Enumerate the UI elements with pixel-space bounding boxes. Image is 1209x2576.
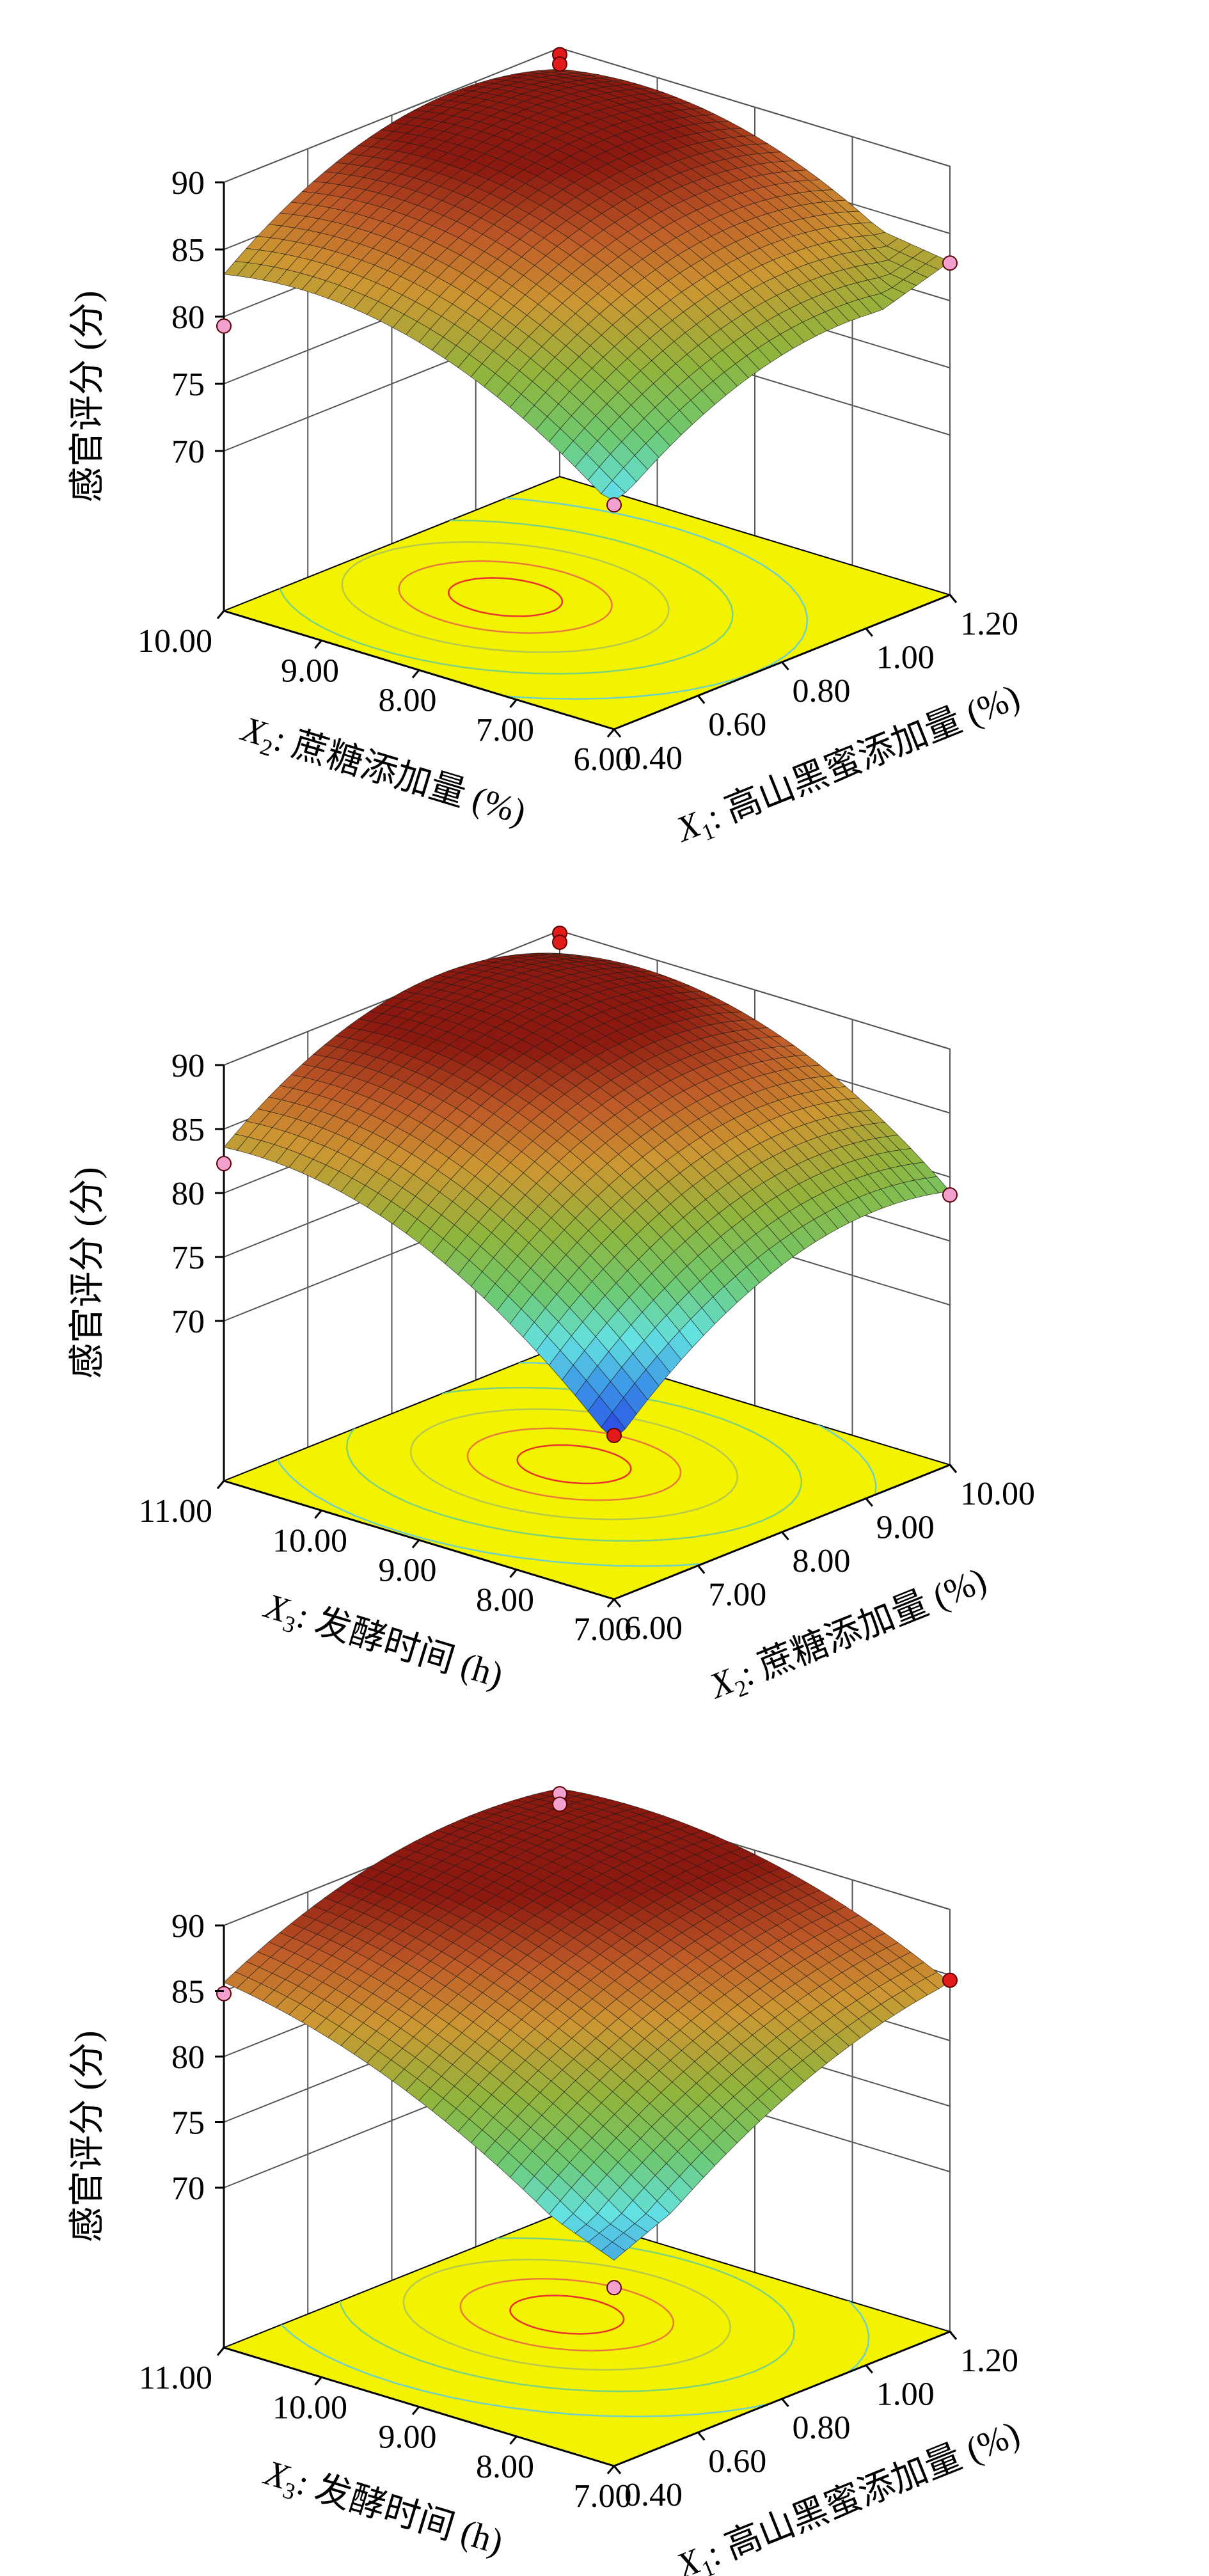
z-tick-label: 90 — [171, 165, 205, 201]
right-axis-tick-label: 0.60 — [708, 707, 766, 743]
right-axis-tick-label: 9.00 — [876, 1510, 935, 1546]
design-point — [216, 1156, 232, 1171]
response-surface — [223, 1788, 951, 2261]
contour-line — [409, 1408, 739, 1521]
contour-line — [398, 560, 613, 634]
right-axis-tick-label: 0.40 — [624, 740, 683, 777]
design-points — [216, 926, 958, 1443]
right-axis-tick-label: 0.60 — [708, 2444, 766, 2480]
right-axis-tick-label: 1.20 — [960, 606, 1018, 642]
contour-line — [402, 2259, 731, 2371]
right-axis-tick-label: 1.00 — [876, 2376, 935, 2413]
contour-line — [277, 519, 734, 675]
design-point — [942, 255, 958, 271]
z-tick-label: 75 — [171, 367, 205, 403]
z-tick-label: 75 — [171, 1240, 205, 1276]
z-tick-label: 85 — [171, 1112, 205, 1148]
design-point — [216, 1986, 232, 2002]
right-axis-tick-label: 7.00 — [708, 1577, 766, 1613]
left-axis-tick-label: 9.00 — [281, 652, 339, 689]
left-axis-tick-label: 8.00 — [476, 1582, 534, 1618]
contour-line — [516, 1444, 632, 1485]
z-tick-label: 70 — [171, 1304, 205, 1340]
contour-line — [466, 1427, 682, 1501]
design-point — [942, 1187, 958, 1203]
left-axis-tick-label: 11.00 — [139, 1493, 212, 1529]
right-axis-tick-label: 6.00 — [624, 1610, 683, 1647]
design-point — [216, 318, 232, 334]
left-axis-tick-label: 8.00 — [379, 683, 437, 719]
right-axis-tick-label: 1.00 — [876, 640, 935, 676]
left-axis-tick-label: 7.00 — [574, 2478, 632, 2515]
left-axis-tick-label: 7.00 — [476, 712, 534, 748]
design-point — [552, 56, 567, 72]
z-tick-label: 85 — [171, 1974, 205, 2011]
contour-line — [509, 2295, 625, 2335]
design-points — [216, 1786, 958, 2296]
z-tick-label: 90 — [171, 1908, 205, 1945]
z-tick-label: 75 — [171, 2105, 205, 2142]
left-axis-tick-label: 10.00 — [138, 623, 212, 660]
response-surface — [223, 68, 951, 502]
design-point — [606, 497, 622, 513]
z-axis-label: 感官评分 (分) — [68, 2030, 107, 2242]
z-tick-label: 80 — [171, 2039, 205, 2076]
z-tick-label: 80 — [171, 1176, 205, 1212]
right-axis-tick-label: 10.00 — [960, 1476, 1035, 1512]
chart-panel-2: 70 75 80 85 90 感官评分 (分) 11.00 10.00 9.00 8.00 7.00… — [68, 926, 1035, 1707]
right-axis-tick-label: 0.80 — [793, 2410, 851, 2446]
right-axis-tick-label: 0.40 — [624, 2477, 683, 2513]
design-point — [552, 935, 567, 950]
design-point — [942, 1972, 958, 1988]
design-points — [216, 47, 958, 513]
left-axis-tick-label: 11.00 — [139, 2360, 212, 2396]
left-axis-label: X3: 发酵时间 (h) — [258, 1586, 507, 1700]
contour-line — [341, 541, 670, 653]
chart-panel-3: 70 75 80 85 90 感官评分 (分) 11.00 10.00 9.00 8.00 7.00… — [68, 1786, 1025, 2576]
left-axis-tick-label: 9.00 — [379, 2419, 437, 2456]
z-tick-label: 85 — [171, 232, 205, 269]
z-tick-label: 70 — [171, 2170, 205, 2207]
right-axis-tick-label: 8.00 — [793, 1543, 851, 1579]
right-axis-tick-label: 1.20 — [960, 2343, 1018, 2379]
z-tick-label: 70 — [171, 434, 205, 470]
left-axis-tick-label: 7.00 — [574, 1611, 632, 1648]
left-axis-tick-label: 8.00 — [476, 2449, 534, 2485]
z-tick-label: 80 — [171, 299, 205, 336]
left-axis-tick-label: 10.00 — [273, 2389, 347, 2426]
contour-line — [448, 577, 564, 617]
contour-line — [459, 2278, 675, 2351]
z-axis-label: 感官评分 (分) — [68, 1167, 107, 1379]
right-axis-tick-label: 0.80 — [793, 673, 851, 709]
left-axis-tick-label: 10.00 — [273, 1522, 347, 1559]
response-surface — [223, 952, 951, 1440]
contour-line — [338, 2237, 795, 2392]
left-axis-tick-label: 6.00 — [574, 741, 632, 778]
design-point — [606, 2280, 622, 2296]
z-axis-label: 感官评分 (分) — [68, 290, 107, 502]
design-point — [606, 1428, 622, 1443]
design-point — [552, 1796, 567, 1812]
left-axis-label: X3: 发酵时间 (h) — [258, 2453, 507, 2566]
z-tick-label: 90 — [171, 1048, 205, 1084]
left-axis-tick-label: 9.00 — [379, 1553, 437, 1589]
